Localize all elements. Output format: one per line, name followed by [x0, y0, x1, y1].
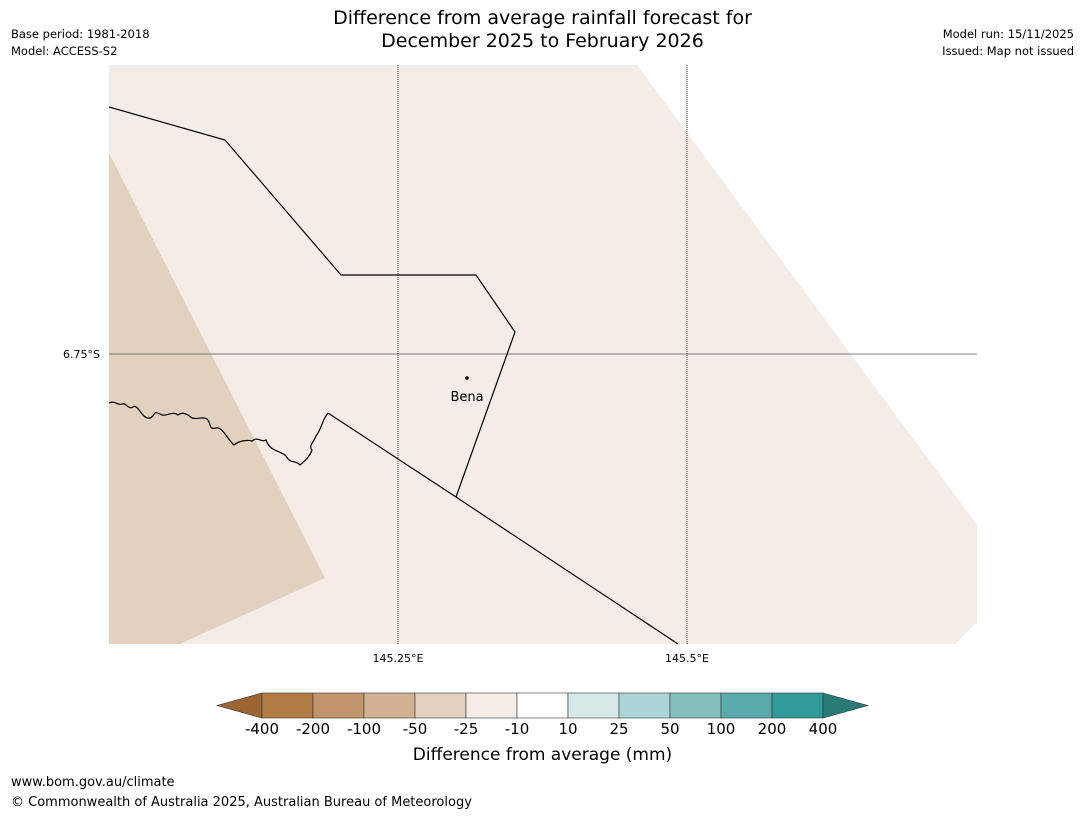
colorbar-segment	[363, 692, 416, 719]
colorbar-tick-label: 100	[706, 720, 736, 738]
colorbar-tick-label: 10	[558, 720, 578, 738]
footer-url[interactable]: www.bom.gov.au/climate	[11, 775, 175, 790]
colorbar-tick-label: -400	[244, 720, 280, 738]
colorbar-segment	[771, 692, 824, 719]
colorbar-segment	[618, 692, 671, 719]
colorbar-tick-label: -10	[504, 720, 530, 738]
title-line-2: December 2025 to February 2026	[381, 30, 704, 52]
colorbar-segment	[669, 692, 722, 719]
base-period-text: Base period: 1981-2018	[11, 27, 150, 41]
colorbar	[215, 692, 870, 719]
bena-label: Bena	[450, 390, 483, 405]
colorbar-label: Difference from average (mm)	[412, 745, 673, 765]
colorbar-tick-label: -200	[295, 720, 331, 738]
colorbar-segment	[567, 692, 620, 719]
colorbar-extend-high	[822, 692, 870, 719]
model-run-text: Model run: 15/11/2025	[942, 27, 1074, 41]
colorbar-extend-low	[215, 692, 263, 719]
colorbar-segment	[312, 692, 365, 719]
map-title: Difference from average rainfall forecas…	[0, 7, 1085, 53]
colorbar-tick-label: 25	[609, 720, 629, 738]
title-line-1: Difference from average rainfall forecas…	[333, 7, 752, 29]
map-region-tan	[109, 153, 325, 644]
footer-copyright: © Commonwealth of Australia 2025, Austra…	[11, 795, 472, 810]
colorbar-tick-label: 50	[660, 720, 680, 738]
colorbar-tick-label: -25	[453, 720, 479, 738]
meta-left: Base period: 1981-2018 Model: ACCESS-S2	[11, 26, 150, 60]
colorbar-tick-label: -50	[402, 720, 428, 738]
bena-marker	[465, 376, 469, 380]
colorbar-segment	[720, 692, 773, 719]
province-boundary-south	[327, 412, 679, 645]
issued-text: Issued: Map not issued	[942, 44, 1074, 58]
colorbar-tick-label: 200	[757, 720, 787, 738]
river-line	[108, 401, 329, 466]
colorbar-segment	[261, 692, 314, 719]
map-region-light	[109, 65, 977, 644]
colorbar-segment	[516, 692, 569, 719]
model-text: Model: ACCESS-S2	[11, 44, 118, 58]
colorbar-tick-label: 400	[808, 720, 838, 738]
province-boundary	[108, 106, 516, 498]
meta-right: Model run: 15/11/2025 Issued: Map not is…	[942, 26, 1074, 60]
latitude-tick-label: 6.75°S	[63, 348, 100, 361]
colorbar-segment	[465, 692, 518, 719]
colorbar-tick-label: -100	[346, 720, 382, 738]
longitude-tick-label-2: 145.5°E	[665, 652, 709, 665]
colorbar-segment	[414, 692, 467, 719]
longitude-tick-label-1: 145.25°E	[373, 652, 424, 665]
